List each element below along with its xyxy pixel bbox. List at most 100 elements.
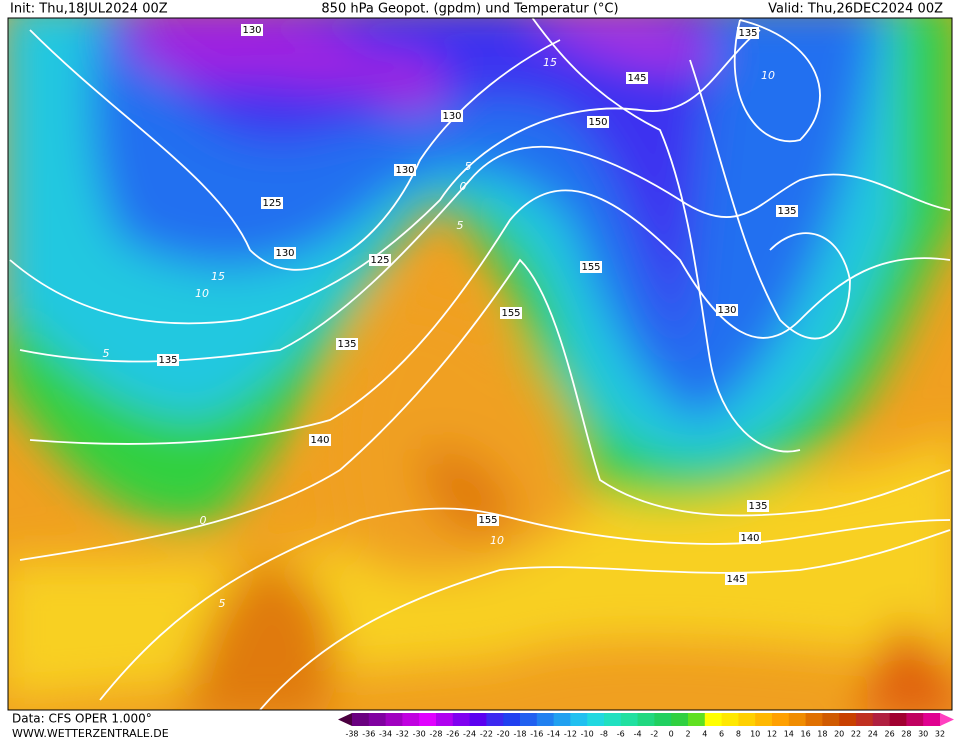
color-legend: -38 -36 -34 -32 -30 -28 -26 -24 -22 -20 -18 -16 -14-… [338, 713, 954, 739]
legend-swatch [452, 713, 471, 726]
legend-tick-label: 24 [868, 730, 878, 739]
label-box [580, 261, 602, 273]
legend-swatch [755, 713, 773, 726]
legend-swatch [906, 713, 924, 726]
legend-swatch [788, 713, 807, 726]
map-frame [7, 17, 953, 711]
legend-swatch [520, 713, 538, 726]
legend-tick-label: -24 [463, 730, 476, 739]
legend-swatch [805, 713, 823, 726]
legend-tick-label: 4 [702, 730, 707, 739]
init-time: Init: Thu,18JUL2024 00Z [10, 2, 168, 17]
legend-swatch [436, 713, 454, 726]
label-box [157, 354, 179, 366]
valid-time: Valid: Thu,26DEC2024 00Z [768, 2, 943, 17]
temperature-field [8, 18, 952, 710]
legend-swatch [637, 713, 655, 726]
legend-swatch [704, 713, 723, 726]
geopotential-label: 130 [242, 25, 261, 36]
temperature-label: 10 [195, 287, 209, 300]
temperature-label: 0 [200, 514, 207, 527]
legend-tick-label: 6 [719, 730, 724, 739]
temperature-label: 15 [211, 270, 225, 283]
label-box [241, 24, 263, 36]
label-box [369, 254, 391, 266]
legend-swatch [872, 713, 891, 726]
legend-tick-label: -8 [600, 730, 608, 739]
label-box [587, 116, 609, 128]
label-box [477, 514, 499, 526]
temperature-label: 5 [457, 219, 464, 232]
geopotential-label: 140 [310, 435, 329, 446]
legend-swatch [352, 713, 370, 726]
map-area [8, 18, 952, 710]
contour-labels: 130 1351451301501301251351301251551301551… [103, 24, 798, 610]
geopotential-label: 130 [275, 248, 294, 259]
temperature-label: 0 [460, 180, 467, 193]
legend-swatch [402, 713, 420, 726]
legend-tick-label: -30 [413, 730, 426, 739]
geopotential-label: 125 [370, 255, 389, 266]
legend-swatch [923, 713, 941, 726]
legend-tick-label: -20 [497, 730, 510, 739]
geopotential-label: 145 [627, 73, 646, 84]
legend-swatch [587, 713, 605, 726]
label-box [336, 338, 358, 350]
label-box [737, 27, 759, 39]
temperature-label: 10 [761, 69, 775, 82]
legend-swatch [486, 713, 504, 726]
geopotential-label: 130 [717, 305, 736, 316]
label-box [716, 304, 738, 316]
legend-tick-label: 22 [851, 730, 861, 739]
legend-tick-label: 28 [901, 730, 911, 739]
legend-swatch [570, 713, 588, 726]
legend-tick-label: -6 [617, 730, 625, 739]
legend-tick-label: 16 [801, 730, 811, 739]
geopotential-label: 135 [748, 501, 767, 512]
map-title: 850 hPa Geopot. (gpdm) und Temperatur (°… [321, 2, 618, 17]
geopotential-label: 130 [395, 165, 414, 176]
label-box [309, 434, 331, 446]
geopotential-label: 155 [478, 515, 497, 526]
legend-swatch [385, 713, 403, 726]
geopotential-label: 135 [738, 28, 757, 39]
legend-swatch [536, 713, 555, 726]
legend-swatch [822, 713, 840, 726]
legend-arrow [940, 713, 954, 726]
legend-swatch [553, 713, 571, 726]
legend-swatch [856, 713, 874, 726]
legend-tick-label: -28 [429, 730, 442, 739]
legend-tick-label: -36 [362, 730, 375, 739]
legend-tick-label: -18 [513, 730, 526, 739]
legend-tick-label: 20 [834, 730, 844, 739]
legend-tick-label: -4 [634, 730, 642, 739]
geopotential-label: 150 [588, 117, 607, 128]
geopotential-label: 130 [442, 111, 461, 122]
label-box [500, 307, 522, 319]
label-box [394, 164, 416, 176]
geopotential-label: 155 [581, 262, 600, 273]
legend-tick-label: -34 [379, 730, 392, 739]
geopotential-label: 145 [726, 574, 745, 585]
label-box [261, 197, 283, 209]
geopotential-label: 135 [777, 206, 796, 217]
geopotential-label: 155 [501, 308, 520, 319]
temperature-label: 5 [103, 347, 110, 360]
legend-tick-label: -2 [650, 730, 658, 739]
legend-tick-label: 32 [935, 730, 945, 739]
legend-tick-label: -38 [345, 730, 358, 739]
geopotential-label: 140 [740, 533, 759, 544]
legend-swatch [671, 713, 689, 726]
data-source: Data: CFS OPER 1.000° [12, 712, 152, 726]
geopotential-label: 135 [337, 339, 356, 350]
legend-tick-label: 26 [885, 730, 895, 739]
legend-swatch [604, 713, 622, 726]
legend-swatch [419, 713, 437, 726]
legend-swatch [721, 713, 739, 726]
legend-tick-label: 2 [685, 730, 690, 739]
legend-swatch [738, 713, 756, 726]
legend-tick-label: 8 [736, 730, 741, 739]
legend-tick-label: -12 [564, 730, 577, 739]
legend-tick-label: 30 [918, 730, 928, 739]
label-box [626, 72, 648, 84]
